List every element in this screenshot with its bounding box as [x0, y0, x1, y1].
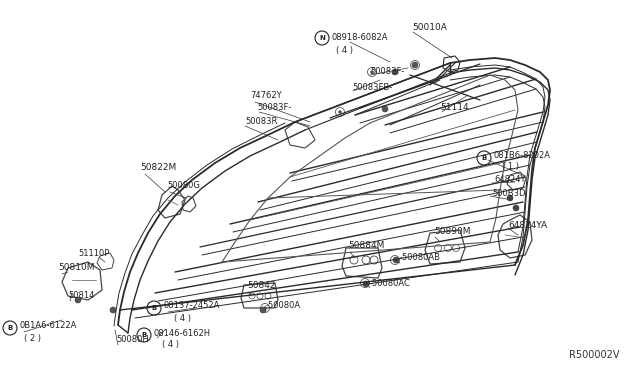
Circle shape	[507, 195, 513, 201]
Text: 500B3D: 500B3D	[492, 189, 525, 198]
Circle shape	[412, 62, 418, 68]
Text: B: B	[481, 155, 486, 161]
Text: 50822M: 50822M	[140, 164, 176, 173]
Circle shape	[339, 110, 342, 113]
Text: 51114: 51114	[440, 103, 468, 112]
Circle shape	[75, 297, 81, 303]
Circle shape	[393, 257, 399, 263]
Text: 50842: 50842	[247, 282, 275, 291]
Text: 0B1A6-6122A: 0B1A6-6122A	[20, 321, 77, 330]
Text: 74762Y: 74762Y	[250, 90, 282, 99]
Circle shape	[371, 71, 374, 74]
Circle shape	[260, 307, 266, 313]
Circle shape	[394, 259, 397, 262]
Text: 50080G: 50080G	[167, 182, 200, 190]
Circle shape	[513, 205, 519, 211]
Text: 50083R: 50083R	[245, 118, 277, 126]
Text: -50080A: -50080A	[266, 301, 301, 311]
Circle shape	[110, 307, 116, 313]
Circle shape	[392, 69, 398, 75]
Text: 08137-2452A: 08137-2452A	[164, 301, 220, 311]
Text: 50810M: 50810M	[58, 263, 95, 273]
Text: 51110P: 51110P	[78, 248, 109, 257]
Text: 08146-6162H: 08146-6162H	[154, 328, 211, 337]
Text: ( 4 ): ( 4 )	[174, 314, 191, 323]
Text: B: B	[152, 305, 157, 311]
Text: 64824Y: 64824Y	[494, 176, 525, 185]
Text: 50083F-: 50083F-	[257, 103, 291, 112]
Circle shape	[264, 307, 266, 310]
Text: 50083F-: 50083F-	[370, 67, 404, 77]
Text: 08918-6082A: 08918-6082A	[332, 33, 388, 42]
Circle shape	[382, 106, 388, 112]
Text: 50814: 50814	[68, 292, 94, 301]
Text: -50080AB: -50080AB	[400, 253, 441, 263]
Text: 64824YA: 64824YA	[508, 221, 547, 230]
Text: 50080H: 50080H	[116, 336, 148, 344]
Text: 50083FB-: 50083FB-	[352, 83, 392, 93]
Circle shape	[413, 64, 417, 67]
Text: 50010A: 50010A	[412, 23, 447, 32]
Text: 50890M: 50890M	[434, 227, 470, 235]
Text: ( 1 ): ( 1 )	[502, 163, 519, 171]
Text: 081B6-8202A: 081B6-8202A	[494, 151, 551, 160]
Text: B: B	[8, 325, 13, 331]
Text: B: B	[141, 332, 147, 338]
Text: ( 2 ): ( 2 )	[24, 334, 41, 343]
Text: N: N	[319, 35, 325, 41]
Text: ( 4 ): ( 4 )	[336, 45, 353, 55]
Text: ( 4 ): ( 4 )	[162, 340, 179, 350]
Circle shape	[364, 282, 367, 285]
Text: 50884M: 50884M	[348, 241, 385, 250]
Text: R500002V: R500002V	[570, 350, 620, 360]
Circle shape	[363, 281, 369, 287]
Text: -50080AC: -50080AC	[370, 279, 411, 288]
